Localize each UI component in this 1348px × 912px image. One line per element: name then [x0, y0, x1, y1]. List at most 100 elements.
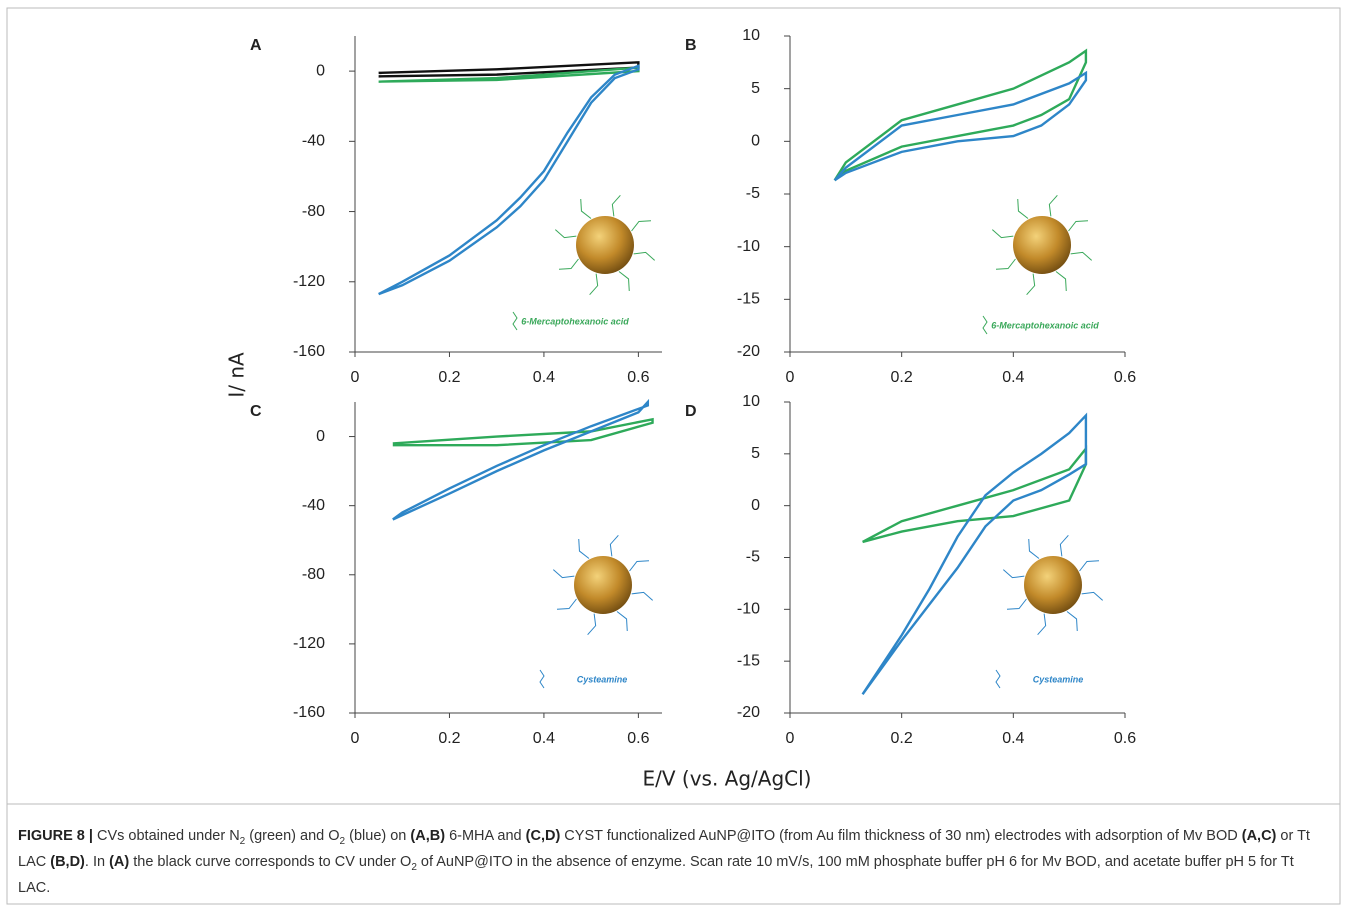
ligand: [580, 198, 592, 219]
x-tick-label: 0: [786, 730, 795, 747]
ligand: [1037, 613, 1047, 636]
cv-curve: [378, 64, 640, 296]
ligand: [554, 229, 577, 239]
ligand: [618, 271, 630, 292]
y-tick-label: -80: [302, 203, 325, 220]
caption-text: (C,D): [525, 828, 561, 844]
annotation: 6-Mercaptohexanoic acid: [991, 320, 1099, 330]
caption-text: (A,B): [410, 828, 446, 844]
ligand: [633, 251, 656, 261]
caption-text: (blue) on: [345, 828, 411, 844]
caption-text: FIGURE 8 |: [18, 828, 93, 844]
ligand: [552, 569, 575, 579]
ligand-icon: [982, 315, 988, 335]
ligand: [631, 220, 652, 232]
caption-text: CVs obtained under N: [92, 828, 240, 844]
ligand: [1026, 273, 1036, 296]
ligand: [616, 611, 628, 632]
y-tick-label: -160: [293, 343, 325, 360]
ligand: [1079, 560, 1100, 572]
caption-text: (B,D): [50, 853, 85, 870]
y-tick-label: -15: [737, 291, 760, 308]
caption-text: CYST functionalized AuNP@ITO (from Au fi…: [560, 828, 1242, 844]
x-tick-label: 0.4: [1002, 369, 1024, 386]
ligand: [556, 598, 577, 610]
cv-curve: [862, 445, 1088, 544]
panel-letter: A: [250, 37, 262, 54]
y-tick-label: -15: [737, 652, 760, 669]
caption-text: (A,C): [1241, 828, 1277, 844]
ligand: [609, 534, 619, 557]
y-tick-label: -160: [293, 704, 325, 721]
caption-text: (A): [109, 853, 130, 870]
ligand: [589, 273, 599, 296]
y-tick-label: 10: [742, 27, 760, 44]
y-tick-label: -40: [302, 497, 325, 514]
y-tick-label: 0: [751, 497, 760, 514]
ligand: [1048, 194, 1058, 217]
y-tick-label: -120: [293, 635, 325, 652]
y-tick-label: 5: [751, 445, 760, 462]
annotation: Cysteamine: [577, 674, 628, 684]
y-tick-label: -5: [746, 549, 760, 566]
cv-curve: [392, 417, 654, 447]
ligand: [1070, 251, 1093, 261]
y-tick-label: 5: [751, 80, 760, 97]
caption-text: . In: [84, 853, 110, 870]
caption: FIGURE 8 | CVs obtained under N 2 (green)…: [18, 826, 1328, 899]
x-axis-label: E/V (vs. Ag/AgCl): [642, 767, 811, 791]
x-tick-label: 0.2: [891, 369, 913, 386]
caption-text: the black curve corresponds to CV under …: [129, 853, 412, 870]
figure-frame: [6, 7, 1341, 905]
y-tick-label: 0: [316, 62, 325, 79]
caption-text: or Tt LAC: [18, 828, 1310, 870]
ligand: [1002, 569, 1025, 579]
ligand-icon: [539, 669, 545, 689]
x-tick-label: 0.6: [1114, 369, 1136, 386]
x-tick-label: 0.6: [1114, 730, 1136, 747]
ligand: [611, 194, 621, 217]
ligand-icon: [995, 669, 1001, 689]
nanoparticle: [574, 556, 632, 614]
y-tick-label: -120: [293, 273, 325, 290]
ligand: [991, 229, 1014, 239]
ligand: [1028, 538, 1040, 559]
ligand: [1081, 591, 1104, 601]
y-tick-label: -20: [737, 343, 760, 360]
x-tick-label: 0.2: [891, 730, 913, 747]
panel-letter: D: [685, 403, 697, 420]
ligand: [1055, 271, 1067, 292]
ligand-icon: [512, 311, 518, 331]
x-tick-label: 0.4: [533, 369, 555, 386]
x-tick-label: 0.6: [627, 369, 649, 386]
cv-curve: [392, 398, 650, 521]
x-tick-label: 0.6: [627, 730, 649, 747]
ligand: [1006, 598, 1027, 610]
x-tick-label: 0.2: [438, 730, 460, 747]
ligand: [995, 258, 1016, 270]
caption-text: 2: [411, 861, 417, 873]
ligand: [558, 258, 579, 270]
ligand: [1017, 198, 1029, 219]
y-tick-label: -80: [302, 566, 325, 583]
y-tick-label: 0: [751, 133, 760, 150]
ligand: [1059, 534, 1069, 557]
y-tick-label: 10: [742, 393, 760, 410]
x-tick-label: 0.2: [438, 369, 460, 386]
x-tick-label: 0: [786, 369, 795, 386]
y-tick-label: -10: [737, 601, 760, 618]
caption-text: 2: [339, 835, 346, 847]
cv-curve: [833, 70, 1088, 182]
panel-letter: C: [250, 403, 262, 420]
ligand: [631, 591, 654, 601]
ligand: [578, 538, 590, 559]
x-tick-label: 0.4: [1002, 730, 1024, 747]
nanoparticle: [1013, 216, 1071, 274]
caption-text: (green) and O: [245, 828, 340, 844]
y-tick-label: -5: [746, 185, 760, 202]
ligand: [1066, 611, 1078, 632]
caption-text: of AuNP@ITO in the absence of enzyme. Sc…: [18, 853, 1294, 896]
x-tick-label: 0.4: [533, 730, 555, 747]
caption-text: 6-MHA and: [445, 828, 526, 844]
